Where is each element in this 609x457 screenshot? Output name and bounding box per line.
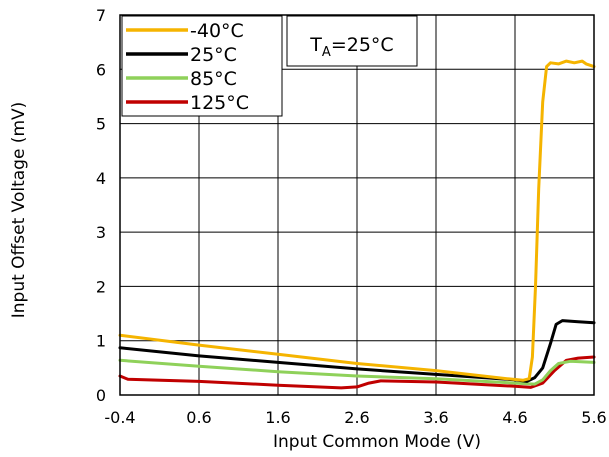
y-tick-label: 7 <box>96 6 106 25</box>
legend-box <box>121 15 283 117</box>
y-tick-label: 5 <box>96 115 106 134</box>
x-tick-label: 1.6 <box>265 408 290 427</box>
x-tick-label: -0.4 <box>104 408 135 427</box>
annotation-text: TA=25°C <box>309 34 393 60</box>
grid-lines <box>119 14 595 396</box>
x-tick-label: 5.6 <box>581 408 606 427</box>
legend-label: -40°C <box>190 20 244 42</box>
series-layer <box>118 59 596 390</box>
x-tick-label: 2.6 <box>344 408 369 427</box>
legend-label: 25°C <box>190 44 237 66</box>
y-tick-label: 4 <box>96 169 106 188</box>
temperature-annotation: TA=25°C <box>286 15 418 67</box>
y-tick-label: 6 <box>96 60 106 79</box>
x-tick-labels: -0.4 0.6 1.6 2.6 3.6 4.6 5.6 <box>104 408 606 427</box>
y-tick-label: 2 <box>96 277 106 296</box>
series-line-0 <box>118 59 596 382</box>
legend-label: 85°C <box>190 68 237 90</box>
series-line-1 <box>118 319 596 383</box>
y-tick-label: 3 <box>96 223 106 242</box>
y-axis-label: Input Offset Voltage (mV) <box>9 102 29 319</box>
x-tick-label: 0.6 <box>186 408 211 427</box>
series-line-3 <box>118 355 596 390</box>
legend-label: 125°C <box>190 92 249 114</box>
y-tick-labels: 0 1 2 3 4 5 6 7 <box>96 6 106 405</box>
x-tick-label: 4.6 <box>502 408 527 427</box>
series-line-2 <box>118 358 596 386</box>
x-axis-label: Input Common Mode (V) <box>273 432 481 452</box>
plot-frame <box>119 14 595 396</box>
x-tick-label: 3.6 <box>423 408 448 427</box>
annotation-box <box>286 15 418 67</box>
y-tick-label: 1 <box>96 332 106 351</box>
y-tick-label: 0 <box>96 386 106 405</box>
